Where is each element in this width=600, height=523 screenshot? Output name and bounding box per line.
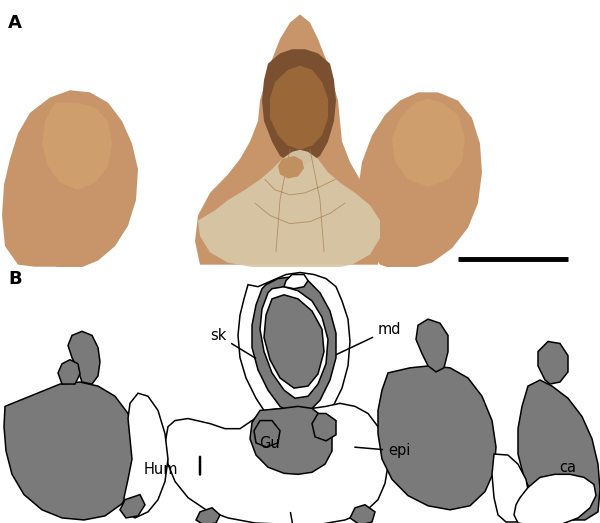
Polygon shape xyxy=(358,93,482,269)
Polygon shape xyxy=(238,272,350,439)
Polygon shape xyxy=(514,474,596,523)
Polygon shape xyxy=(196,508,220,523)
Polygon shape xyxy=(252,277,336,415)
Text: epi: epi xyxy=(355,444,410,459)
Text: A: A xyxy=(8,14,22,32)
Polygon shape xyxy=(264,295,324,388)
Polygon shape xyxy=(350,505,375,523)
Polygon shape xyxy=(270,66,328,150)
Polygon shape xyxy=(416,319,448,372)
Polygon shape xyxy=(284,275,308,289)
Polygon shape xyxy=(492,454,530,522)
Polygon shape xyxy=(378,366,496,510)
Polygon shape xyxy=(260,287,328,398)
Text: md: md xyxy=(337,322,401,355)
Polygon shape xyxy=(538,342,568,384)
Text: ent: ent xyxy=(283,513,307,523)
Polygon shape xyxy=(165,403,388,523)
Polygon shape xyxy=(120,495,145,518)
Polygon shape xyxy=(250,406,332,474)
Text: Gu: Gu xyxy=(260,436,280,451)
Text: sk: sk xyxy=(210,328,256,358)
Polygon shape xyxy=(58,360,80,384)
Polygon shape xyxy=(254,420,280,447)
Text: B: B xyxy=(8,270,22,289)
Polygon shape xyxy=(2,90,138,269)
Text: ca: ca xyxy=(560,460,577,475)
Polygon shape xyxy=(4,382,138,520)
Polygon shape xyxy=(42,103,112,190)
Text: Hum: Hum xyxy=(143,462,178,477)
Polygon shape xyxy=(262,49,336,166)
Polygon shape xyxy=(392,98,465,187)
Polygon shape xyxy=(198,150,380,270)
Polygon shape xyxy=(195,14,380,265)
Polygon shape xyxy=(124,393,168,518)
Polygon shape xyxy=(312,414,336,441)
Polygon shape xyxy=(518,380,600,520)
Polygon shape xyxy=(68,331,100,384)
Polygon shape xyxy=(278,156,304,178)
